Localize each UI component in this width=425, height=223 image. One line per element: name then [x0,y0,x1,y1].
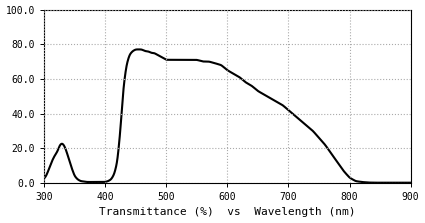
X-axis label: Transmittance (%)  vs  Wavelength (nm): Transmittance (%) vs Wavelength (nm) [99,207,356,217]
